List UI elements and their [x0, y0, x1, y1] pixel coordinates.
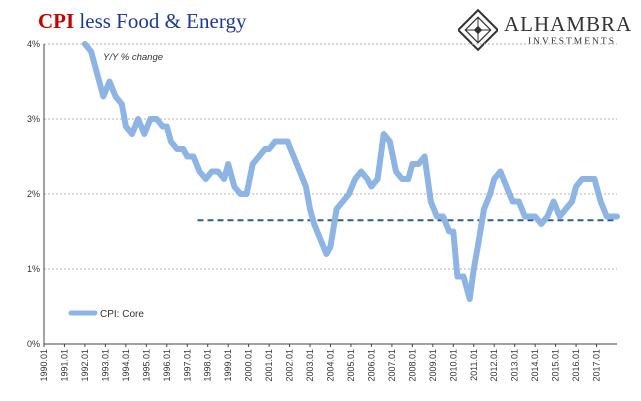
legend: CPI: Core: [68, 309, 144, 320]
y-tick-labels: 0% 1% 2% 3% 4%: [27, 39, 40, 349]
gridlines: [44, 43, 617, 270]
x-tick-label: 1996.01: [162, 349, 172, 382]
x-tick-label: 1999.01: [223, 349, 233, 382]
x-tick-label: 2000.01: [244, 349, 254, 382]
x-tick-label: 2010.01: [448, 349, 458, 382]
x-tick-label: 2007.01: [387, 349, 397, 382]
legend-label: CPI: Core: [100, 309, 144, 320]
x-tick-label: 2014.01: [530, 349, 540, 382]
x-tick-label: 2001.01: [264, 349, 274, 382]
x-tick-label: 2016.01: [571, 349, 581, 382]
x-tick-label: 2003.01: [305, 349, 315, 382]
chart-title: CPI less Food & Energy: [38, 9, 246, 34]
x-tick-label: 1995.01: [141, 349, 151, 382]
logo-subtitle: INVESTMENTS: [528, 37, 616, 47]
x-tick-label: 2017.01: [592, 349, 602, 382]
x-tick-label: 1993.01: [100, 349, 110, 382]
x-tick-label: 2011.01: [469, 349, 479, 381]
y-tick-label: 3%: [27, 114, 40, 124]
y-tick-label: 2%: [27, 189, 40, 199]
x-tick-label: 1998.01: [203, 349, 213, 382]
chart-title-red: CPI: [38, 9, 75, 33]
x-tick-label: 1992.01: [80, 349, 90, 382]
chart-title-rest: less Food & Energy: [74, 9, 247, 33]
x-tick-label: 2002.01: [285, 349, 295, 382]
x-tick-label: 1990.01: [39, 349, 49, 382]
x-tick-label: 1991.01: [59, 349, 69, 382]
x-tick-label: 2013.01: [510, 349, 520, 382]
lattice-diamond-icon: [456, 8, 500, 52]
x-tick-label: 2012.01: [489, 349, 499, 382]
x-tick-label: 2015.01: [551, 349, 561, 382]
y-tick-label: 4%: [27, 39, 40, 49]
x-tick-label: 2005.01: [346, 349, 356, 382]
y-tick-label: 0%: [27, 339, 40, 349]
y-tick-label: 1%: [27, 264, 40, 274]
x-tick-labels: 1990.01 1991.01 1992.01 1993.01 1994.01 1995.…: [39, 344, 602, 382]
x-tick-label: 2004.01: [326, 349, 336, 382]
logo-name: ALHAMBRA: [504, 12, 633, 36]
x-tick-label: 1994.01: [121, 349, 131, 382]
x-tick-label: 2008.01: [407, 349, 417, 382]
alhambra-logo: ALHAMBRA INVESTMENTS: [456, 8, 638, 52]
x-tick-label: 1997.01: [182, 349, 192, 382]
annotation-yy-change: Y/Y % change: [103, 52, 163, 63]
x-tick-label: 2009.01: [428, 349, 438, 382]
x-tick-label: 2006.01: [366, 349, 376, 382]
series-line-cpi-core: [81, 41, 620, 302]
